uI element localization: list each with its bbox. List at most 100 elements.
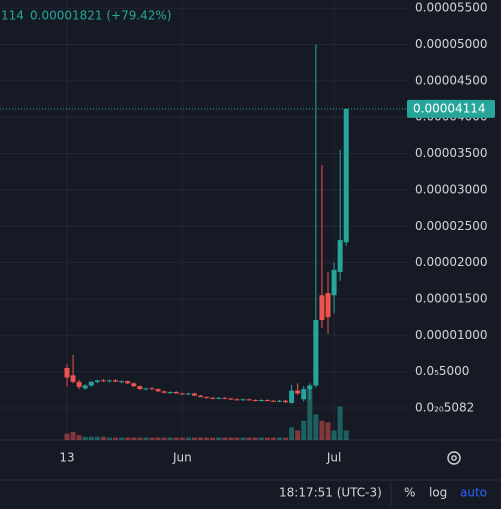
candle-body	[343, 108, 349, 243]
legend-text: 114	[1, 9, 24, 23]
volume-bar	[301, 420, 307, 440]
candle-body	[119, 381, 125, 383]
y-tick-label: 0.00003000	[415, 182, 488, 196]
volume-bar	[125, 437, 131, 440]
volume-bar	[307, 385, 313, 440]
volume-bar	[100, 436, 106, 440]
volume-bar	[270, 437, 276, 440]
candle-body	[337, 240, 343, 273]
last-price-label: 0.00004114	[413, 101, 486, 115]
candle-body	[106, 380, 112, 382]
candle-body	[246, 399, 252, 401]
gear-center	[451, 455, 457, 461]
candle-body	[276, 400, 282, 402]
volume-bar	[240, 437, 246, 440]
candle-body	[331, 269, 337, 296]
candle-body	[228, 398, 234, 400]
volume-bar	[191, 437, 197, 440]
candle-body	[325, 293, 331, 318]
volume-bar	[313, 414, 319, 440]
y-tick-label: 0.00002500	[415, 219, 488, 233]
candle-body	[179, 393, 185, 395]
candle-body	[301, 389, 307, 400]
y-tick-label: 0.00002000	[415, 255, 488, 269]
candle-body	[295, 390, 301, 394]
candle-body	[222, 397, 228, 399]
volume-bar	[70, 432, 76, 440]
volume-bar	[88, 436, 94, 440]
y-tick-label: 0.0₅5000	[415, 364, 469, 378]
candle-body	[185, 393, 191, 395]
candle-body	[173, 392, 179, 394]
candle-body	[155, 389, 161, 392]
candle-body	[313, 320, 319, 386]
volume-bar	[113, 437, 119, 440]
change-text: 0.00001821 (+79.42%)	[30, 9, 172, 23]
y-tick-label: 0.0₂₀5082	[415, 401, 474, 415]
log-button[interactable]: log	[429, 486, 447, 500]
candle-body	[88, 381, 94, 386]
candle-body	[210, 397, 216, 399]
volume-bar	[76, 435, 82, 440]
candle-body	[216, 397, 222, 399]
volume-bar	[198, 437, 204, 440]
last-price-box	[407, 99, 495, 118]
candle-body	[191, 393, 197, 396]
candle-body	[240, 399, 246, 401]
volume-bar	[331, 430, 337, 440]
volume-bar	[167, 437, 173, 440]
volume-bar	[337, 406, 343, 440]
candle-body	[125, 381, 131, 384]
candle-body	[167, 392, 173, 394]
x-tick-label: 13	[59, 451, 74, 465]
y-tick-label: 0.00005500	[415, 1, 488, 15]
volume-bar	[106, 437, 112, 440]
candle-body	[289, 390, 295, 403]
candle-body	[70, 375, 76, 382]
volume-bar	[149, 437, 155, 440]
candle-body	[270, 400, 276, 402]
volume-bar	[295, 430, 301, 440]
percent-button[interactable]: %	[404, 486, 415, 500]
candle-body	[64, 368, 70, 378]
candle-body	[113, 380, 119, 382]
volume-bar	[185, 437, 191, 440]
candle-body	[258, 400, 264, 402]
volume-bar	[155, 437, 161, 440]
candle-body	[307, 385, 313, 390]
volume-bar	[234, 437, 240, 440]
candle-body	[204, 397, 210, 399]
volume-bar	[246, 437, 252, 440]
gear-ring	[447, 451, 461, 465]
candle-body	[198, 395, 204, 398]
candle-body	[283, 400, 289, 403]
volume-bar	[319, 420, 325, 440]
volume-bar	[258, 437, 264, 440]
candle-body	[234, 399, 240, 401]
volume-bar	[143, 437, 149, 440]
volume-bar	[64, 433, 70, 440]
auto-button[interactable]: auto	[460, 486, 487, 500]
y-tick-label: 0.00001500	[415, 291, 488, 305]
y-tick-label: 0.00003500	[415, 146, 488, 160]
candle-body	[161, 391, 167, 393]
candle-body	[82, 385, 88, 389]
volume-bar	[216, 437, 222, 440]
candle-body	[264, 400, 270, 402]
volume-bar	[131, 437, 137, 440]
candle-body	[137, 386, 143, 390]
volume-bar	[204, 437, 210, 440]
candle-body	[131, 383, 137, 387]
y-tick-label: 0.00004500	[415, 73, 488, 87]
settings-icon[interactable]	[447, 451, 461, 465]
y-tick-label: 0.00001000	[415, 328, 488, 342]
volume-bar	[222, 437, 228, 440]
clock: 18:17:51 (UTC-3)	[279, 486, 382, 500]
volume-bar	[210, 437, 216, 440]
x-tick-label: Jun	[172, 451, 192, 465]
volume-bar	[283, 437, 289, 440]
candle-body	[94, 380, 100, 382]
